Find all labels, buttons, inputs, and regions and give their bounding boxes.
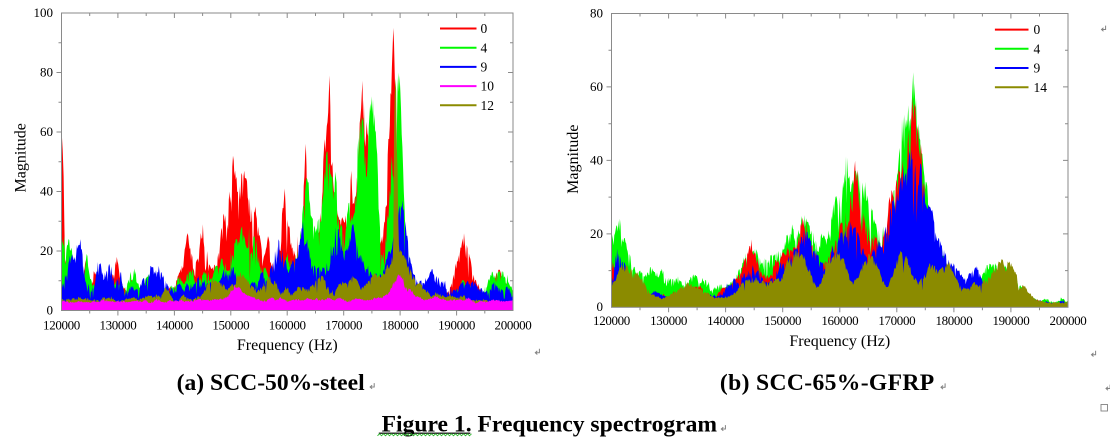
svg-text:140000: 140000 [156,317,193,332]
svg-text:10: 10 [481,79,495,94]
svg-text:9: 9 [1034,61,1041,76]
svg-text:140000: 140000 [707,313,744,328]
svg-text:130000: 130000 [650,313,687,328]
svg-text:190000: 190000 [992,313,1029,328]
svg-text:20: 20 [590,226,603,241]
svg-text:170000: 170000 [878,313,915,328]
svg-text:180000: 180000 [382,317,419,332]
svg-text:200000: 200000 [495,317,532,332]
svg-text:160000: 160000 [821,313,858,328]
svg-text:150000: 150000 [212,317,249,332]
svg-text:14: 14 [1034,80,1048,95]
svg-text:Frequency (Hz): Frequency (Hz) [789,333,890,350]
svg-text:130000: 130000 [99,317,136,332]
svg-text:170000: 170000 [325,317,362,332]
svg-text:80: 80 [40,64,53,79]
svg-text:0: 0 [481,21,488,36]
svg-text:4: 4 [1034,41,1041,56]
svg-text:180000: 180000 [935,313,972,328]
svg-text:120000: 120000 [43,317,80,332]
svg-text:(b) SCC-65%-GFRP: (b) SCC-65%-GFRP [720,370,935,396]
svg-text:Frequency (Hz): Frequency (Hz) [237,337,338,354]
svg-text:Magnitude: Magnitude [565,125,582,194]
svg-text:(a) SCC-50%-steel: (a) SCC-50%-steel [177,370,365,396]
svg-text:60: 60 [40,124,53,139]
svg-text:150000: 150000 [764,313,801,328]
svg-text:0: 0 [597,299,604,314]
svg-text:9: 9 [481,60,488,75]
svg-text:Magnitude: Magnitude [12,123,29,192]
svg-text:12: 12 [481,98,495,113]
svg-text:160000: 160000 [269,317,306,332]
svg-text:40: 40 [590,152,603,167]
svg-text:60: 60 [590,79,603,94]
svg-text:0: 0 [47,302,54,317]
svg-text:20: 20 [40,243,53,258]
svg-text:40: 40 [40,183,53,198]
svg-text:0: 0 [1034,22,1041,37]
svg-text:100: 100 [34,5,54,20]
svg-text:200000: 200000 [1050,313,1087,328]
svg-text:190000: 190000 [438,317,475,332]
svg-text:4: 4 [481,40,488,55]
svg-text:120000: 120000 [593,313,630,328]
svg-text:80: 80 [590,5,603,20]
